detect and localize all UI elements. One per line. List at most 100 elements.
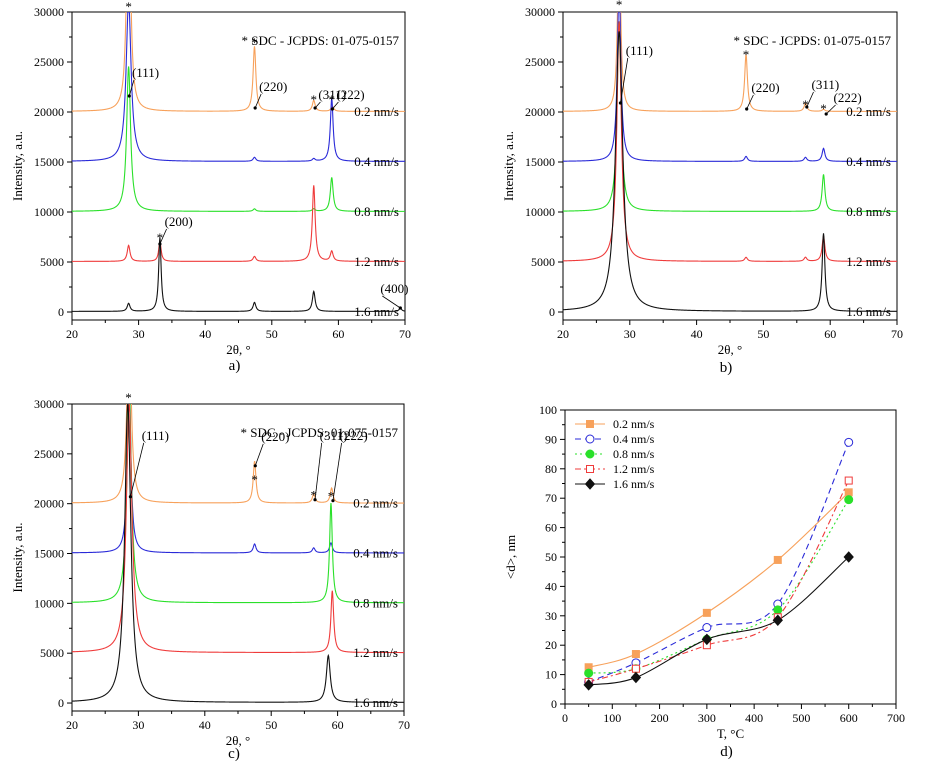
- peak-star: *: [743, 47, 750, 62]
- leader-tip: [330, 107, 335, 111]
- x-tick-label: 700: [887, 711, 905, 725]
- x-tick-label: 30: [624, 327, 636, 341]
- y-tick-label: 10000: [34, 205, 64, 219]
- y-tick-label: 90: [545, 432, 557, 446]
- legend-marker: [585, 434, 595, 444]
- leader-tip: [127, 94, 131, 98]
- hkl-label: (220): [751, 80, 779, 95]
- leader-line: [746, 94, 754, 110]
- y-tick-label: 5000: [40, 255, 64, 269]
- y-tick-label: 15000: [34, 155, 64, 169]
- peak-star: *: [616, 0, 623, 12]
- x-tick-label: 20: [66, 718, 78, 732]
- series-label: 0.4 nm/s: [846, 154, 891, 169]
- series-trace: [72, 404, 404, 703]
- peak-star: *: [328, 92, 335, 107]
- x-tick-label: 0: [562, 711, 568, 725]
- series-trace: [563, 21, 897, 262]
- x-tick-label: 60: [332, 718, 344, 732]
- y-tick-label: 30: [545, 609, 557, 623]
- y-tick-label: 25000: [525, 55, 555, 69]
- leader-tip: [313, 498, 317, 502]
- leader-tip: [618, 101, 623, 105]
- x-tick-label: 70: [398, 718, 410, 732]
- series-label: 0.4 nm/s: [354, 154, 399, 169]
- y-axis-label: Intensity, a.u.: [10, 523, 25, 593]
- legend-marker: [586, 465, 594, 473]
- legend-label: 0.4 nm/s: [613, 432, 655, 446]
- x-tick-label: 500: [792, 711, 810, 725]
- x-axis-label: 2θ, °: [226, 342, 250, 357]
- hkl-label: (311): [811, 77, 839, 92]
- leader-tip: [253, 106, 257, 110]
- series-label: 1.6 nm/s: [354, 304, 399, 319]
- series-line: [588, 442, 850, 683]
- series-trace: [563, 12, 897, 112]
- y-tick-label: 40: [545, 579, 557, 593]
- traces: [563, 12, 897, 312]
- hkl-label: (222): [834, 90, 862, 105]
- peak-star: *: [802, 97, 809, 112]
- data-point: [630, 671, 642, 684]
- y-tick-label: 0: [58, 305, 64, 319]
- y-axis-label: <d>, nm: [503, 535, 518, 579]
- leader-line: [314, 442, 323, 500]
- y-tick-label: 80: [545, 462, 557, 476]
- y-tick-label: 10000: [525, 205, 555, 219]
- series-label: 0.2 nm/s: [846, 104, 891, 119]
- series-line: [588, 491, 850, 668]
- y-tick-label: 20000: [525, 105, 555, 119]
- data-point: [584, 668, 594, 678]
- series-trace: [563, 12, 897, 162]
- panel-c: 20 30 40 50 60 70 0 5000 10000 15000 20000 25000 300…: [10, 390, 410, 762]
- legend-label: 0.8 nm/s: [613, 447, 655, 461]
- data-point: [701, 633, 713, 646]
- peak-star: *: [157, 230, 164, 245]
- x-tick-label: 30: [133, 327, 145, 341]
- series-line: [588, 480, 850, 683]
- hkl-label: (220): [261, 429, 289, 444]
- series-label: 0.4 nm/s: [353, 546, 398, 561]
- y-axis-label: Intensity, a.u.: [501, 131, 516, 201]
- x-tick-label: 40: [691, 327, 703, 341]
- x-axis-label: 2θ, °: [226, 733, 250, 748]
- data-point: [702, 608, 711, 617]
- leader-line: [159, 228, 167, 245]
- peak-star: *: [125, 390, 132, 405]
- hkl-label: (222): [336, 87, 364, 102]
- hkl-label: (311): [318, 87, 346, 102]
- series-label: 0.2 nm/s: [354, 104, 399, 119]
- hkl-label: (400): [380, 281, 408, 296]
- series-trace: [72, 237, 405, 312]
- panel-caption: c): [228, 746, 240, 762]
- peak-star: *: [328, 489, 335, 504]
- data-point: [844, 488, 853, 497]
- legend-label: 1.6 nm/s: [613, 477, 655, 491]
- y-tick-label: 30000: [34, 397, 64, 411]
- hkl-label: (311): [320, 428, 348, 443]
- leader-line: [254, 443, 264, 466]
- series-trace: [72, 12, 405, 112]
- series-trace: [72, 66, 405, 212]
- y-tick-label: 5000: [40, 646, 64, 660]
- data-point: [583, 679, 594, 691]
- y-tick-label: 25000: [34, 55, 64, 69]
- series-line: [588, 556, 850, 686]
- x-tick-label: 20: [557, 327, 569, 341]
- y-tick-label: 30000: [34, 5, 64, 19]
- series-label: 0.8 nm/s: [846, 204, 891, 219]
- series-label: 0.8 nm/s: [353, 595, 398, 610]
- hkl-label: (222): [340, 428, 368, 443]
- series-trace: [72, 404, 404, 654]
- data-point: [773, 555, 782, 564]
- leader-line: [806, 91, 814, 108]
- peak-star: *: [125, 0, 132, 14]
- data-point: [844, 495, 854, 505]
- y-tick-label: 0: [549, 305, 555, 319]
- y-tick-label: 10000: [34, 596, 64, 610]
- series-trace: [72, 404, 404, 504]
- y-tick-label: 100: [539, 403, 557, 417]
- panel-d: 0 100 200 300 400 500 600 700 0 10 20 30 40 50 60 70 80 9…: [503, 403, 905, 760]
- legend-marker: [584, 478, 596, 490]
